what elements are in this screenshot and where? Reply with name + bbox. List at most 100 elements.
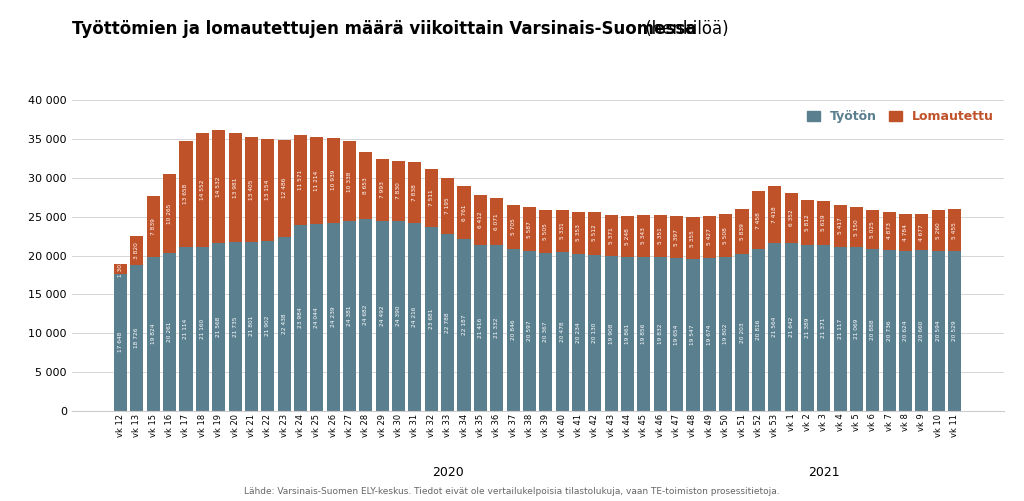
Bar xyxy=(474,195,486,244)
Bar xyxy=(850,207,863,247)
Text: 10 265: 10 265 xyxy=(167,203,172,224)
Bar xyxy=(130,236,143,266)
Bar xyxy=(932,251,945,411)
Bar xyxy=(670,216,683,258)
Bar xyxy=(604,256,617,411)
Bar xyxy=(801,199,814,244)
Text: 5 150: 5 150 xyxy=(854,219,859,235)
Bar xyxy=(850,247,863,411)
Bar xyxy=(409,162,422,223)
Bar xyxy=(458,238,471,411)
Bar xyxy=(653,257,667,411)
Text: 20 261: 20 261 xyxy=(167,322,172,342)
Bar xyxy=(490,245,503,411)
Bar xyxy=(752,249,765,411)
Text: 24 492: 24 492 xyxy=(380,306,385,326)
Text: 5 619: 5 619 xyxy=(821,215,826,231)
Text: 5 397: 5 397 xyxy=(674,229,679,245)
Bar xyxy=(637,215,650,257)
Text: 19 824: 19 824 xyxy=(151,324,156,344)
Bar xyxy=(163,254,176,411)
Text: 21 069: 21 069 xyxy=(854,319,859,339)
Text: 5 587: 5 587 xyxy=(527,221,531,237)
Text: 22 187: 22 187 xyxy=(462,315,467,335)
Text: 7 838: 7 838 xyxy=(413,184,418,201)
Text: 20 367: 20 367 xyxy=(544,322,548,342)
Bar xyxy=(784,193,798,243)
Bar xyxy=(948,209,962,252)
Text: 24 381: 24 381 xyxy=(347,306,352,327)
Text: 24 682: 24 682 xyxy=(364,305,369,325)
Text: 8 653: 8 653 xyxy=(364,177,369,194)
Bar xyxy=(702,258,716,411)
Bar xyxy=(915,250,929,411)
Bar xyxy=(196,246,209,411)
Text: 7 839: 7 839 xyxy=(151,218,156,235)
Text: 13 658: 13 658 xyxy=(183,184,188,204)
Text: 19 674: 19 674 xyxy=(707,324,712,345)
Text: 21 371: 21 371 xyxy=(821,318,826,338)
Bar xyxy=(310,137,324,224)
Bar xyxy=(114,264,127,274)
Text: 10 338: 10 338 xyxy=(347,171,352,191)
Bar xyxy=(572,212,585,254)
Bar xyxy=(899,213,912,250)
Bar xyxy=(932,210,945,251)
Bar xyxy=(801,244,814,411)
Bar xyxy=(261,139,274,241)
Bar xyxy=(752,191,765,249)
Text: 21 902: 21 902 xyxy=(265,316,270,336)
Bar xyxy=(735,254,749,411)
Bar xyxy=(212,243,225,411)
Text: 19 832: 19 832 xyxy=(657,324,663,344)
Text: 20 529: 20 529 xyxy=(952,321,957,341)
Text: 5 355: 5 355 xyxy=(690,230,695,246)
Bar xyxy=(556,252,568,411)
Bar xyxy=(212,130,225,243)
Bar xyxy=(686,217,699,259)
Text: 11 571: 11 571 xyxy=(298,169,303,190)
Text: 5 505: 5 505 xyxy=(544,223,548,239)
Bar xyxy=(245,137,258,241)
Bar xyxy=(686,259,699,411)
Text: 5 351: 5 351 xyxy=(657,227,663,244)
Text: 20 594: 20 594 xyxy=(936,321,941,341)
Bar xyxy=(146,257,160,411)
Text: 19 547: 19 547 xyxy=(690,325,695,345)
Bar xyxy=(490,198,503,245)
Text: 5 508: 5 508 xyxy=(723,227,728,244)
Bar xyxy=(278,236,291,411)
Text: 21 735: 21 735 xyxy=(232,316,238,337)
Bar xyxy=(621,216,634,257)
Text: 7 993: 7 993 xyxy=(380,181,385,198)
Text: 7 830: 7 830 xyxy=(396,182,401,199)
Bar xyxy=(883,212,896,250)
Bar xyxy=(604,214,617,256)
Bar xyxy=(540,210,552,253)
Text: 20 130: 20 130 xyxy=(592,323,597,343)
Bar xyxy=(899,250,912,411)
Bar xyxy=(702,216,716,258)
Text: 6 352: 6 352 xyxy=(788,210,794,226)
Bar xyxy=(441,234,455,411)
Bar xyxy=(294,224,307,411)
Bar xyxy=(948,252,962,411)
Text: 4 873: 4 873 xyxy=(887,222,892,239)
Text: 6 761: 6 761 xyxy=(462,204,467,220)
Bar xyxy=(883,250,896,411)
Text: 4 784: 4 784 xyxy=(903,223,908,240)
Bar xyxy=(915,214,929,250)
Text: 5 331: 5 331 xyxy=(560,223,564,239)
Bar xyxy=(343,221,356,411)
Bar xyxy=(310,224,324,411)
Text: 24 390: 24 390 xyxy=(396,306,401,327)
Bar xyxy=(425,169,438,227)
Text: 11 214: 11 214 xyxy=(314,170,319,191)
Text: 19 861: 19 861 xyxy=(625,324,630,344)
Bar xyxy=(376,158,389,220)
Bar xyxy=(327,138,340,222)
Bar xyxy=(196,133,209,246)
Text: 21 564: 21 564 xyxy=(772,317,777,337)
Text: 7 458: 7 458 xyxy=(756,212,761,228)
Bar xyxy=(359,152,373,219)
